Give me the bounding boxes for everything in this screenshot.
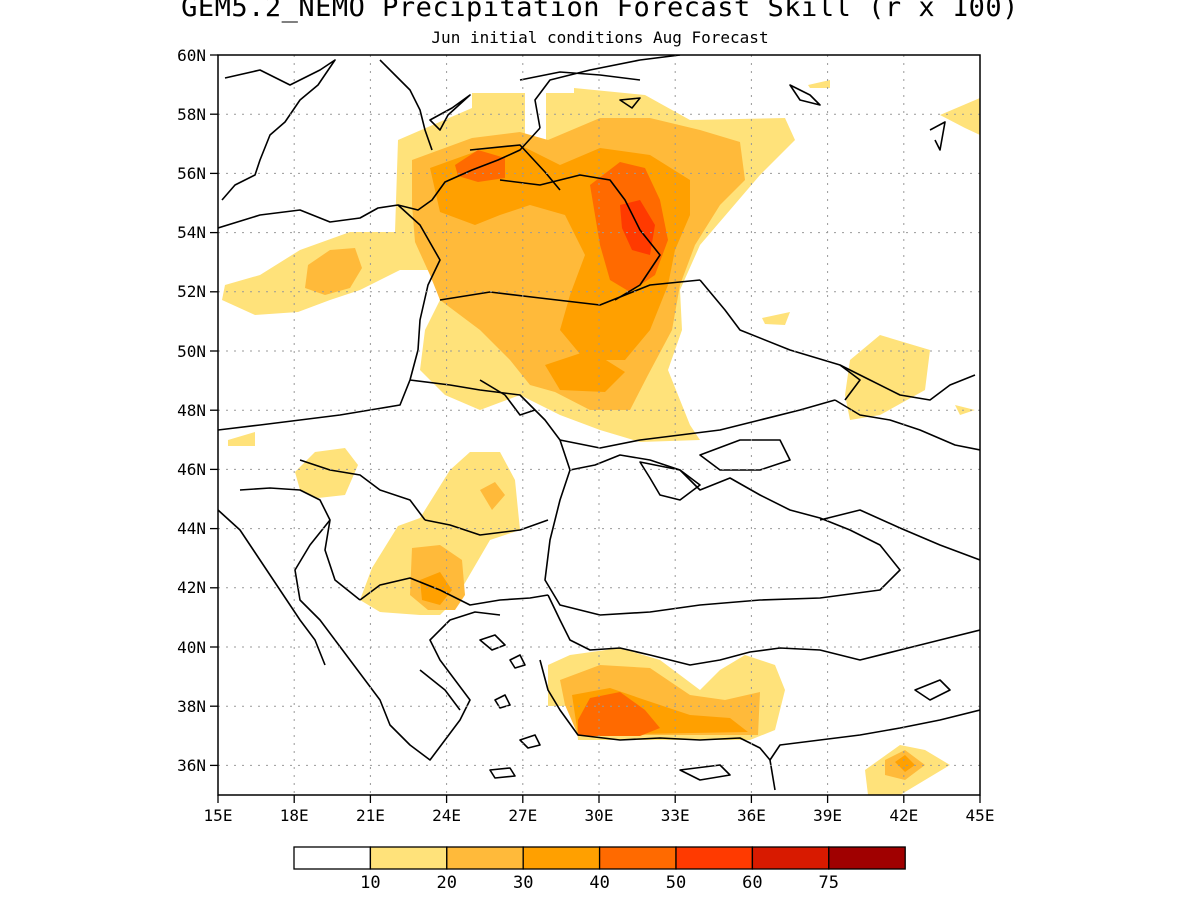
- colorbar-label: 10: [360, 873, 380, 893]
- lon-tick-label: 42E: [889, 806, 918, 825]
- lon-tick-label: 30E: [585, 806, 614, 825]
- lat-tick-label: 46N: [177, 460, 206, 479]
- lat-axis-labels: 60N 58N 56N 54N 52N 50N 48N 46N 44N 42N …: [177, 46, 206, 775]
- colorbar-swatch: [293, 846, 372, 870]
- colorbar-label: 20: [437, 873, 457, 893]
- lat-tick-label: 48N: [177, 401, 206, 420]
- colorbar-swatch: [369, 846, 448, 870]
- lat-tick-label: 56N: [177, 164, 206, 183]
- colorbar-swatch: [522, 846, 601, 870]
- colorbar-swatch: [598, 846, 677, 870]
- lat-tick-label: 44N: [177, 519, 206, 538]
- lat-tick-label: 42N: [177, 578, 206, 597]
- shade-50-60: [620, 200, 655, 255]
- colorbar-label: 40: [589, 873, 609, 893]
- lat-tick-label: 60N: [177, 46, 206, 65]
- lat-tick-label: 58N: [177, 105, 206, 124]
- skill-shading: [222, 80, 980, 795]
- colorbar-swatch: [751, 846, 830, 870]
- lon-tick-label: 15E: [204, 806, 233, 825]
- chart-title: GEM5.2_NEMO Precipitation Forecast Skill…: [181, 0, 1019, 23]
- lon-tick-label: 18E: [280, 806, 309, 825]
- lat-tick-label: 50N: [177, 342, 206, 361]
- lon-tick-label: 39E: [813, 806, 842, 825]
- colorbar-label: 75: [819, 873, 839, 893]
- lon-axis-labels: 15E 18E 21E 24E 27E 30E 33E 36E 39E 42E …: [204, 806, 995, 825]
- coastlines-borders: [218, 55, 980, 791]
- chart-subtitle: Jun initial conditions Aug Forecast: [431, 28, 769, 47]
- lon-tick-label: 24E: [432, 806, 461, 825]
- gridlines: [218, 55, 980, 795]
- lat-tick-label: 40N: [177, 638, 206, 657]
- tick-marks: [210, 54, 981, 803]
- lat-tick-label: 36N: [177, 756, 206, 775]
- colorbar-label: 60: [742, 873, 762, 893]
- lat-tick-label: 52N: [177, 282, 206, 301]
- lon-tick-label: 36E: [737, 806, 766, 825]
- lat-tick-label: 54N: [177, 223, 206, 242]
- lon-tick-label: 21E: [356, 806, 385, 825]
- lon-tick-label: 33E: [661, 806, 690, 825]
- colorbar-label: 30: [513, 873, 533, 893]
- colorbar-swatch: [828, 846, 906, 870]
- colorbar-label: 50: [666, 873, 686, 893]
- colorbar: 10 20 30 40 50 60 75: [293, 846, 906, 893]
- lon-tick-label: 27E: [508, 806, 537, 825]
- colorbar-swatch: [675, 846, 754, 870]
- lon-tick-label: 45E: [966, 806, 995, 825]
- colorbar-swatch: [446, 846, 524, 870]
- lat-tick-label: 38N: [177, 697, 206, 716]
